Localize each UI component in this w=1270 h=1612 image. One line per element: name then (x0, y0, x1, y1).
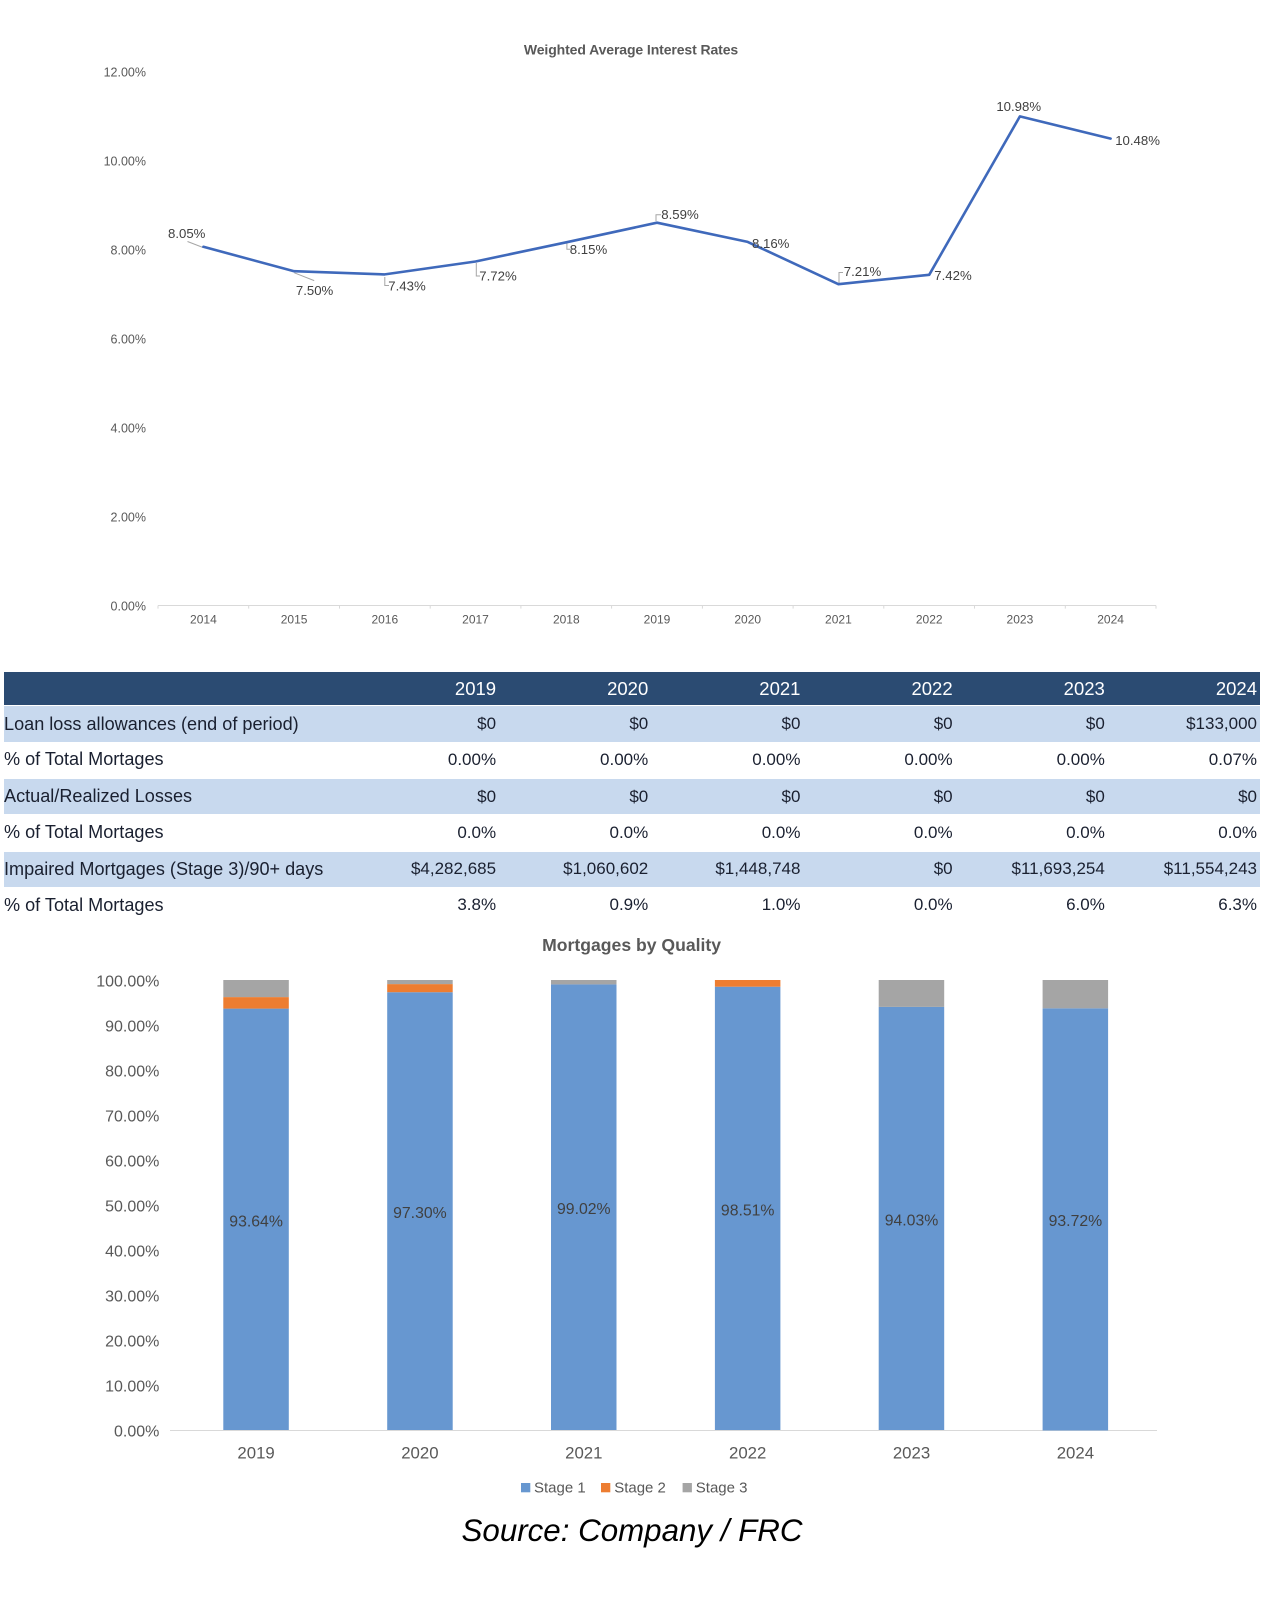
svg-text:7.42%: 7.42% (934, 268, 972, 283)
svg-text:2014: 2014 (190, 613, 217, 627)
svg-text:0.00%: 0.00% (111, 599, 146, 613)
svg-text:70.00%: 70.00% (105, 1109, 159, 1126)
svg-text:94.03%: 94.03% (885, 1213, 939, 1230)
svg-text:2024: 2024 (1057, 1444, 1094, 1463)
svg-text:93.72%: 93.72% (1049, 1213, 1103, 1230)
svg-text:10.00%: 10.00% (104, 154, 146, 168)
svg-text:8.59%: 8.59% (661, 207, 699, 222)
svg-text:97.30%: 97.30% (393, 1205, 447, 1222)
svg-text:8.00%: 8.00% (111, 243, 146, 257)
svg-text:2021: 2021 (565, 1444, 602, 1463)
svg-text:2017: 2017 (462, 613, 489, 627)
svg-text:2020: 2020 (401, 1444, 438, 1463)
svg-text:2016: 2016 (371, 613, 398, 627)
svg-text:10.48%: 10.48% (1115, 133, 1160, 148)
svg-text:7.50%: 7.50% (296, 283, 334, 298)
svg-text:Mortgages by Quality: Mortgages by Quality (542, 935, 721, 955)
svg-text:2023: 2023 (893, 1444, 930, 1463)
svg-text:Weighted Average Interest Rate: Weighted Average Interest Rates (524, 41, 739, 57)
svg-text:2.00%: 2.00% (111, 510, 146, 524)
svg-text:7.43%: 7.43% (388, 278, 426, 293)
svg-text:2022: 2022 (729, 1444, 766, 1463)
svg-text:30.00%: 30.00% (105, 1289, 159, 1306)
svg-text:80.00%: 80.00% (105, 1064, 159, 1081)
svg-text:8.05%: 8.05% (168, 226, 206, 241)
svg-text:Stage 3: Stage 3 (696, 1480, 748, 1497)
svg-text:7.21%: 7.21% (844, 264, 882, 279)
svg-text:12.00%: 12.00% (104, 65, 146, 79)
svg-text:60.00%: 60.00% (105, 1154, 159, 1171)
svg-text:2022: 2022 (916, 613, 943, 627)
svg-text:8.15%: 8.15% (570, 242, 608, 257)
svg-text:100.00%: 100.00% (96, 974, 159, 991)
svg-text:10.00%: 10.00% (105, 1379, 159, 1396)
svg-text:2019: 2019 (644, 613, 671, 627)
svg-text:98.51%: 98.51% (721, 1202, 775, 1219)
svg-text:0.00%: 0.00% (114, 1424, 159, 1441)
svg-text:Stage 1: Stage 1 (534, 1480, 586, 1497)
svg-text:7.72%: 7.72% (479, 269, 517, 284)
svg-text:2024: 2024 (1097, 613, 1124, 627)
svg-text:4.00%: 4.00% (111, 421, 146, 435)
svg-text:2021: 2021 (825, 613, 852, 627)
svg-text:93.64%: 93.64% (229, 1213, 283, 1230)
svg-text:2020: 2020 (734, 613, 761, 627)
svg-text:10.98%: 10.98% (996, 99, 1041, 114)
svg-text:2023: 2023 (1007, 613, 1034, 627)
svg-text:8.16%: 8.16% (752, 236, 790, 251)
svg-text:6.00%: 6.00% (111, 332, 146, 346)
svg-text:40.00%: 40.00% (105, 1244, 159, 1261)
svg-text:99.02%: 99.02% (557, 1201, 611, 1218)
svg-text:50.00%: 50.00% (105, 1199, 159, 1216)
svg-text:20.00%: 20.00% (105, 1334, 159, 1351)
svg-text:90.00%: 90.00% (105, 1019, 159, 1036)
svg-text:2015: 2015 (281, 613, 308, 627)
svg-text:Stage 2: Stage 2 (614, 1480, 666, 1497)
svg-text:2018: 2018 (553, 613, 580, 627)
svg-text:2019: 2019 (237, 1444, 274, 1463)
